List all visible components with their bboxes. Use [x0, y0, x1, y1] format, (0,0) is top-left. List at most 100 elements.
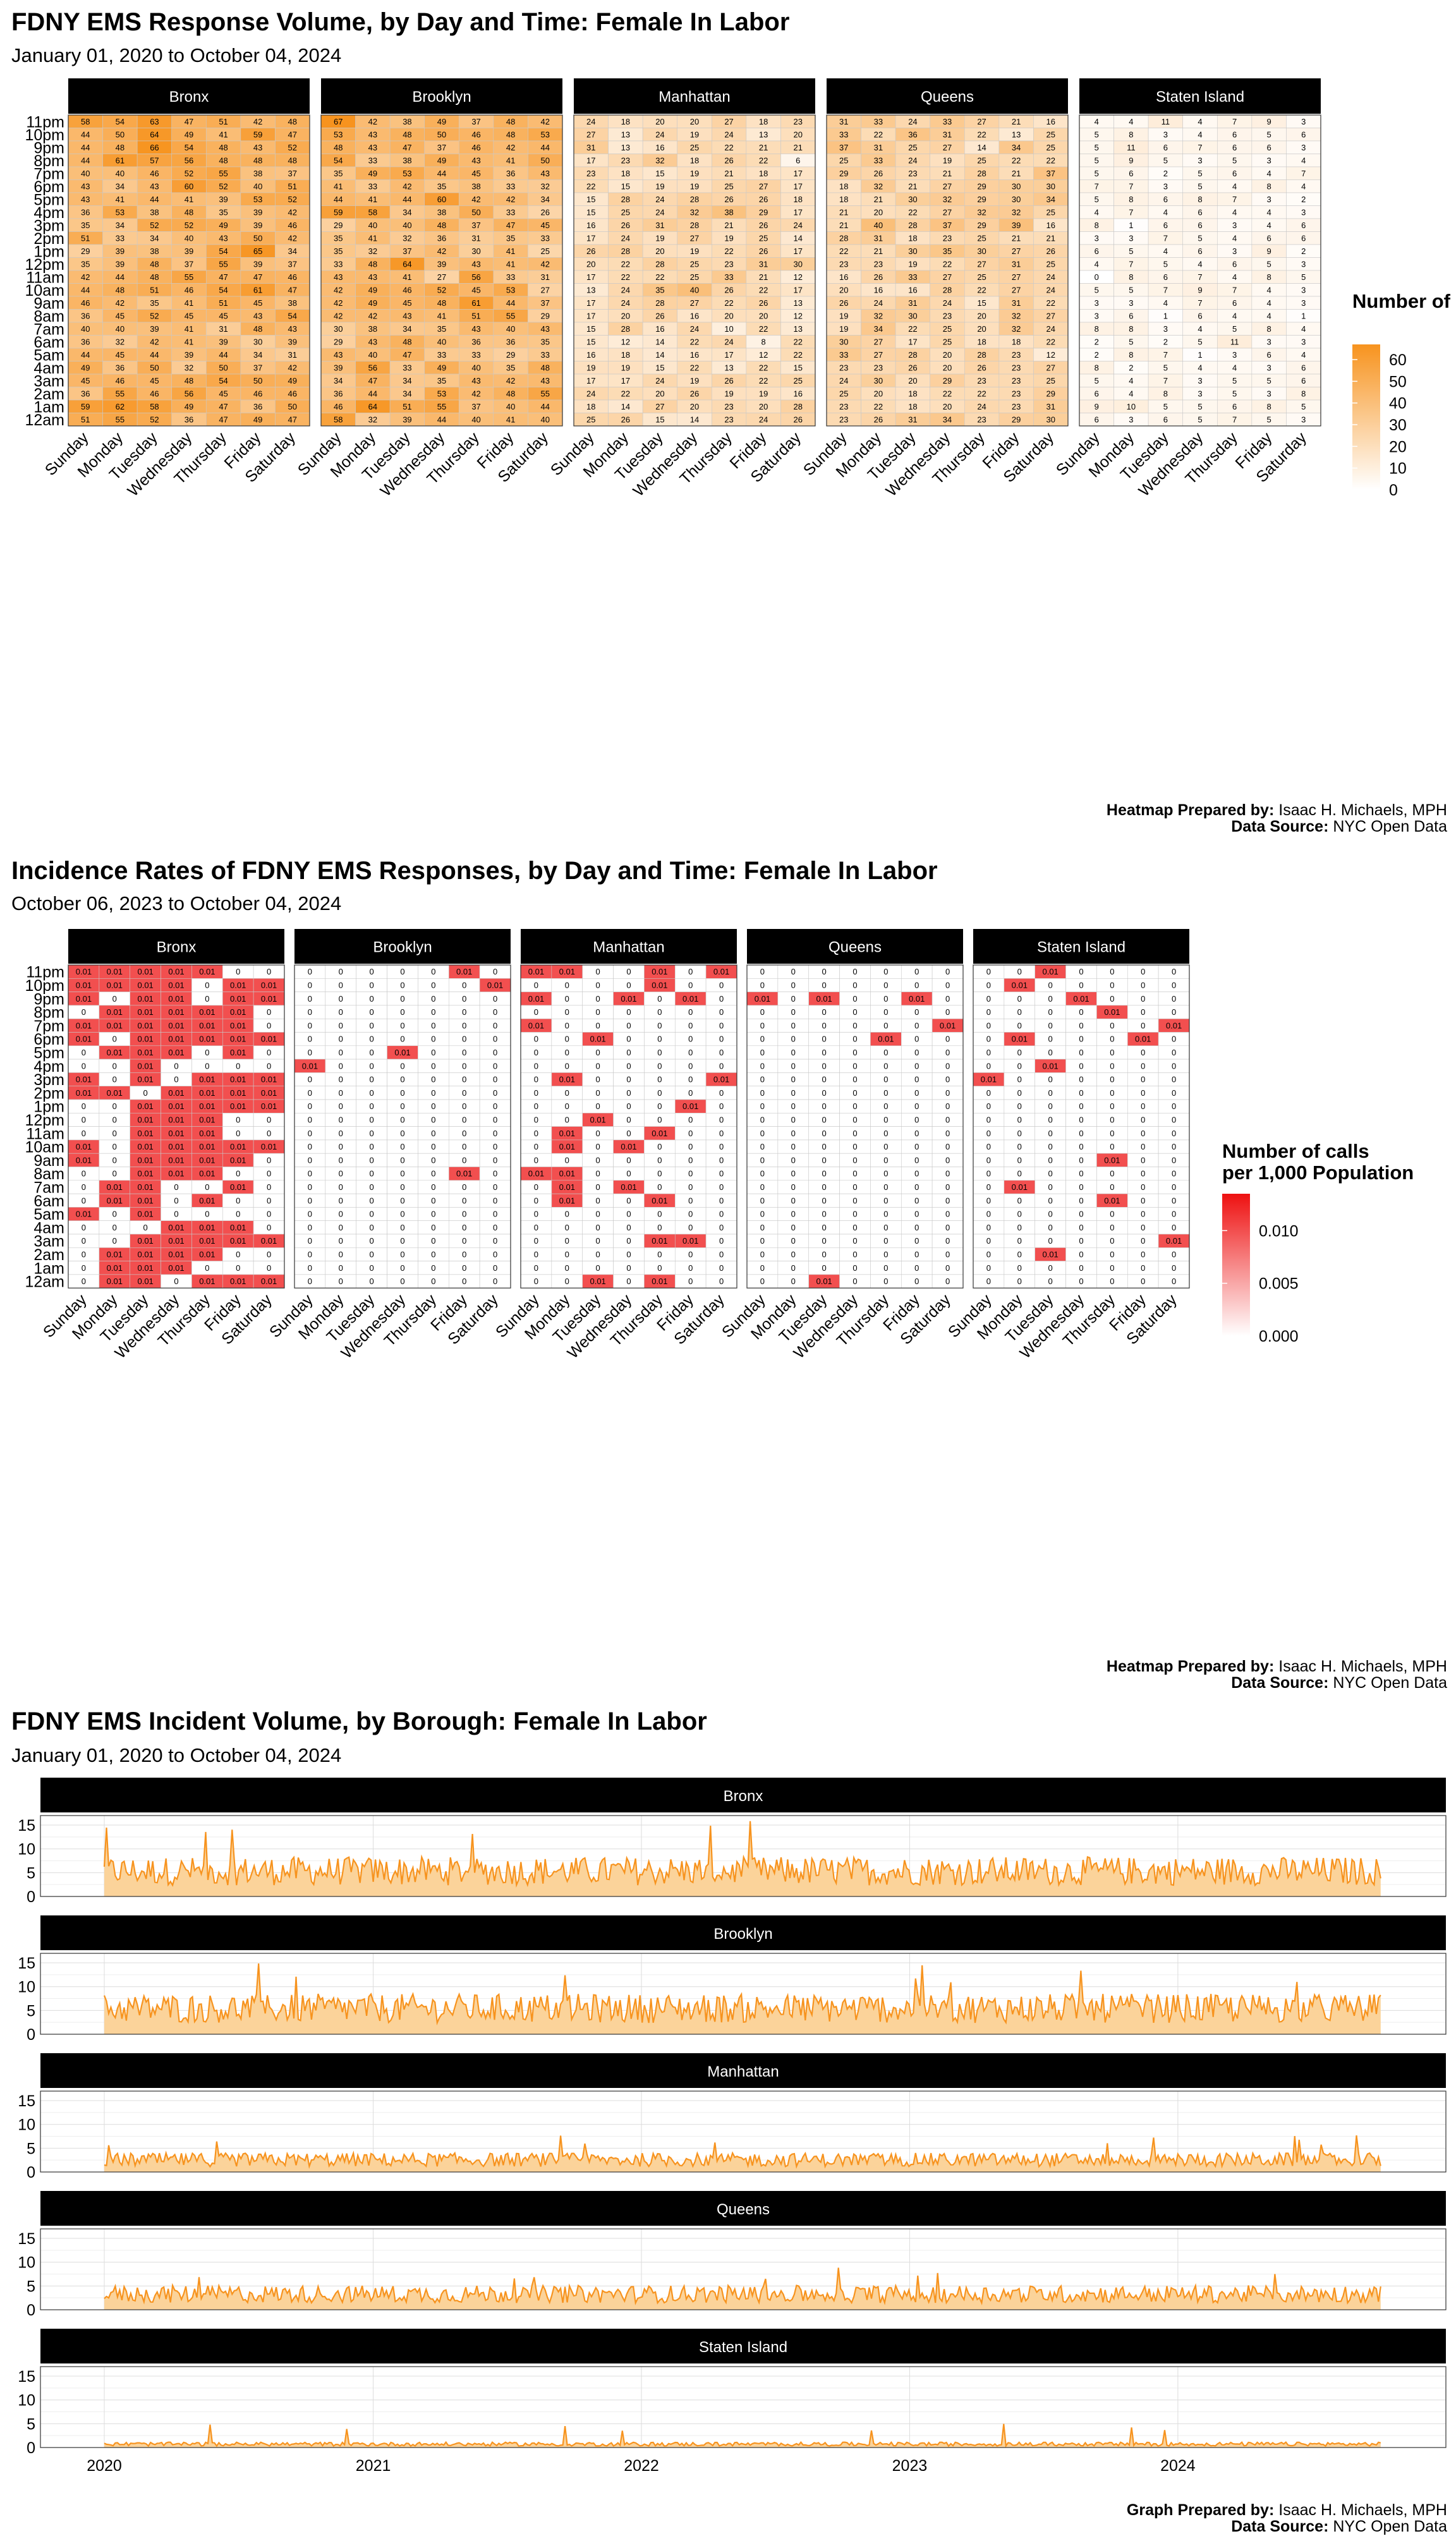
- cell-value-label: 24: [908, 117, 917, 126]
- cell-value-label: 40: [253, 181, 262, 191]
- cell-value-label: 0: [626, 1021, 631, 1030]
- cell-value-label: 0.01: [230, 1101, 246, 1111]
- legend-tick-label: 60: [1389, 351, 1407, 369]
- cell-value-label: 0.01: [137, 1277, 153, 1286]
- cell-value-label: 21: [874, 246, 883, 256]
- cell-value-label: 5: [1267, 259, 1271, 269]
- cell-value-label: 0: [205, 980, 209, 990]
- cell-value-label: 0: [267, 1263, 271, 1273]
- cell-value-label: 30: [1046, 415, 1055, 424]
- cell-value-label: 0: [1141, 1169, 1145, 1179]
- cell-value-label: 0: [1017, 1129, 1022, 1138]
- cell-value-label: 0: [1048, 1088, 1053, 1098]
- cell-value-label: 19: [621, 363, 630, 372]
- cell-value-label: 0: [1110, 994, 1114, 1004]
- cell-value-label: 0.01: [137, 1249, 153, 1259]
- cell-value-label: 0: [267, 967, 271, 976]
- cell-value-label: 31: [1012, 259, 1021, 269]
- cell-value-label: 0: [462, 1007, 466, 1017]
- cell-value-label: 0: [308, 1223, 312, 1232]
- cell-value-label: 26: [977, 363, 986, 372]
- cell-value-label: 22: [977, 285, 986, 294]
- y-tick-label: 0: [27, 2164, 35, 2181]
- cell-value-label: 32: [874, 311, 883, 320]
- cell-value-label: 7: [1163, 285, 1168, 294]
- cell-value-label: 0: [883, 1088, 888, 1098]
- cell-value-label: 37: [839, 143, 848, 152]
- cell-value-label: 1: [1129, 221, 1133, 230]
- cell-value-label: 28: [793, 402, 802, 411]
- cell-value-label: 0: [1141, 1075, 1145, 1084]
- cell-value-label: 0: [205, 1210, 209, 1219]
- cell-value-label: 0: [339, 1088, 343, 1098]
- cell-value-label: 17: [793, 169, 802, 178]
- cell-value-label: 21: [839, 207, 848, 217]
- cell-value-label: 4: [1163, 207, 1168, 217]
- cell-value-label: 22: [874, 402, 883, 411]
- cell-value-label: 0: [1048, 1196, 1053, 1205]
- cell-value-label: 0: [308, 1021, 312, 1030]
- cell-value-label: 0: [945, 980, 950, 990]
- cell-value-label: 0: [534, 1249, 538, 1259]
- cell-value-label: 20: [724, 311, 733, 320]
- cell-value-label: 0: [339, 1048, 343, 1057]
- credit-line-source: Data Source: NYC Open Data: [1231, 2518, 1447, 2535]
- cell-value-label: 17: [793, 246, 802, 256]
- cell-value-label: 0: [626, 1129, 631, 1138]
- cell-value-label: 0: [493, 1048, 497, 1057]
- y-tick-label: 7pm: [33, 1017, 64, 1035]
- cell-value-label: 0: [760, 1101, 765, 1111]
- cell-value-label: 0: [914, 1196, 919, 1205]
- cell-value-label: 0: [400, 967, 404, 976]
- y-tick-label: 11am: [26, 1125, 64, 1143]
- cell-value-label: 36: [437, 233, 446, 243]
- cell-value-label: 3: [1301, 207, 1306, 217]
- cell-value-label: 43: [368, 272, 377, 282]
- cell-value-label: 5: [1095, 195, 1099, 204]
- cell-value-label: 23: [874, 259, 883, 269]
- cell-value-label: 7: [1163, 233, 1168, 243]
- y-tick-label: 1pm: [33, 243, 64, 260]
- cell-value-label: 0: [914, 1061, 919, 1071]
- cell-value-label: 0: [370, 1142, 374, 1151]
- cell-value-label: 33: [437, 350, 446, 360]
- cell-value-label: 20: [874, 207, 883, 217]
- cell-value-label: 4: [1198, 130, 1202, 139]
- cell-value-label: 0: [852, 1155, 857, 1165]
- cell-value-label: 21: [943, 169, 952, 178]
- cell-value-label: 31: [874, 233, 883, 243]
- cell-value-label: 6: [1198, 311, 1202, 320]
- cell-value-label: 0: [596, 1007, 600, 1017]
- cell-value-label: 0: [308, 1034, 312, 1044]
- cell-value-label: 0: [493, 1155, 497, 1165]
- chart-title: FDNY EMS Response Volume, by Day and Tim…: [11, 8, 789, 36]
- cell-value-label: 0: [400, 1007, 404, 1017]
- cell-value-label: 0.01: [199, 1007, 215, 1017]
- cell-value-label: 0: [534, 1223, 538, 1232]
- cell-value-label: 0: [112, 1223, 117, 1232]
- cell-value-label: 40: [471, 363, 480, 372]
- cell-value-label: 6: [1198, 207, 1202, 217]
- cell-value-label: 4: [1232, 311, 1237, 320]
- cell-value-label: 0: [339, 1182, 343, 1192]
- cell-value-label: 16: [908, 285, 917, 294]
- cell-value-label: 31: [1012, 298, 1021, 308]
- cell-value-label: 43: [253, 143, 262, 152]
- cell-value-label: 0: [370, 1169, 374, 1179]
- cell-value-label: 0: [370, 1182, 374, 1192]
- cell-value-label: 0: [370, 1088, 374, 1098]
- cell-value-label: 33: [334, 259, 343, 269]
- cell-value-label: 20: [655, 117, 664, 126]
- y-tick-label: 10pm: [25, 977, 64, 995]
- cell-value-label: 0: [1048, 1021, 1053, 1030]
- cell-value-label: 46: [288, 389, 296, 398]
- cell-value-label: 25: [1046, 143, 1055, 152]
- cell-value-label: 18: [1012, 337, 1021, 346]
- cell-value-label: 3: [1267, 363, 1271, 372]
- cell-value-label: 50: [437, 130, 446, 139]
- cell-value-label: 0: [236, 1210, 240, 1219]
- cell-value-label: 47: [288, 285, 296, 294]
- cell-value-label: 0: [431, 1210, 435, 1219]
